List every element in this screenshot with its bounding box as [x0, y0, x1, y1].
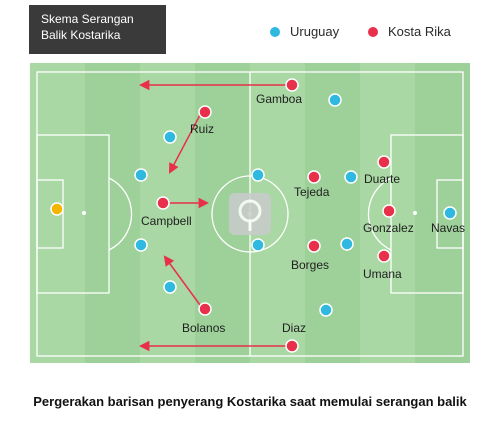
uruguay-player [328, 93, 342, 107]
label-umana: Umana [363, 267, 402, 281]
uruguay-player [163, 280, 177, 294]
left-penalty-spot [82, 211, 86, 215]
arrow-bolanos-run [163, 255, 201, 306]
label-borges: Borges [291, 258, 329, 272]
uruguay-player [163, 130, 177, 144]
legend-dot-costa-rica [368, 26, 378, 37]
right-goal-area [436, 179, 464, 249]
label-navas: Navas [431, 221, 465, 235]
label-gonzalez: Gonzalez [363, 221, 414, 235]
uruguay-player [251, 168, 265, 182]
label-gamboa: Gamboa [256, 92, 302, 106]
label-bolanos: Bolanos [182, 321, 225, 335]
legend-label-uruguay: Uruguay [290, 24, 340, 39]
right-penalty-spot [413, 211, 417, 215]
costa-rica-player-diaz [285, 339, 299, 353]
label-tejeda: Tejeda [294, 185, 330, 199]
label-ruiz: Ruiz [190, 122, 214, 136]
costa-rica-goalkeeper [50, 202, 64, 216]
label-campbell: Campbell [141, 214, 192, 228]
label-duarte: Duarte [364, 172, 400, 186]
arrow-ruiz-run [169, 114, 201, 174]
costa-rica-player-umana [377, 249, 391, 263]
costa-rica-player-gonzalez [382, 204, 396, 218]
diagram-title-box: Skema Serangan Balik Kostarika [29, 5, 166, 54]
uruguay-player [251, 238, 265, 252]
uruguay-player [340, 237, 354, 251]
diagram-title-line-2: Balik Kostarika [41, 28, 121, 42]
diagram-caption: Pergerakan barisan penyerang Kostarika s… [33, 394, 467, 409]
costa-rica-player-bolanos [198, 302, 212, 316]
pitch-stripe [140, 63, 195, 363]
legend-item-costa-rica: Kosta Rika [368, 24, 451, 39]
legend-label-costa-rica: Kosta Rika [388, 24, 451, 39]
right-penalty-arc [367, 177, 392, 251]
center-circle [211, 175, 289, 253]
football-pitch-diagram: Gamboa Ruiz Campbell Bolanos Diaz Tejeda… [30, 63, 470, 363]
left-penalty-arc [108, 177, 133, 251]
costa-rica-player-ruiz [198, 105, 212, 119]
costa-rica-player-tejeda [307, 170, 321, 184]
uruguay-player [319, 303, 333, 317]
uruguay-player [134, 168, 148, 182]
costa-rica-player-borges [307, 239, 321, 253]
uruguay-player [443, 206, 457, 220]
watermark-logo [229, 193, 271, 235]
uruguay-player [344, 170, 358, 184]
costa-rica-player-gamboa [285, 78, 299, 92]
left-goal-area [36, 179, 64, 249]
uruguay-player [134, 238, 148, 252]
costa-rica-player-duarte [377, 155, 391, 169]
costa-rica-player-campbell [156, 196, 170, 210]
legend-dot-uruguay [270, 26, 280, 37]
legend-item-uruguay: Uruguay [270, 24, 339, 39]
label-diaz: Diaz [282, 321, 306, 335]
diagram-title-line-1: Skema Serangan [41, 12, 134, 26]
